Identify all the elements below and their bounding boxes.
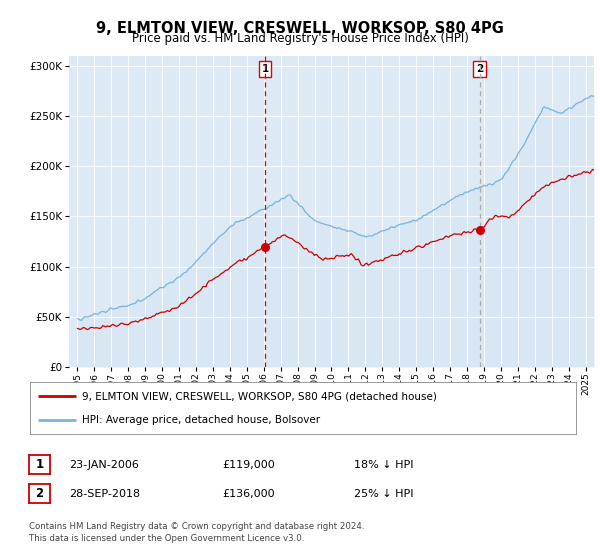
Text: HPI: Average price, detached house, Bolsover: HPI: Average price, detached house, Bols…: [82, 415, 320, 425]
Text: £136,000: £136,000: [222, 489, 275, 499]
Text: 25% ↓ HPI: 25% ↓ HPI: [354, 489, 413, 499]
Text: 2: 2: [35, 487, 44, 501]
Text: 18% ↓ HPI: 18% ↓ HPI: [354, 460, 413, 470]
Text: 2: 2: [476, 64, 484, 74]
Text: £119,000: £119,000: [222, 460, 275, 470]
Text: Price paid vs. HM Land Registry's House Price Index (HPI): Price paid vs. HM Land Registry's House …: [131, 32, 469, 45]
Text: 23-JAN-2006: 23-JAN-2006: [69, 460, 139, 470]
Text: 9, ELMTON VIEW, CRESWELL, WORKSOP, S80 4PG (detached house): 9, ELMTON VIEW, CRESWELL, WORKSOP, S80 4…: [82, 391, 437, 402]
Text: 28-SEP-2018: 28-SEP-2018: [69, 489, 140, 499]
Text: 9, ELMTON VIEW, CRESWELL, WORKSOP, S80 4PG: 9, ELMTON VIEW, CRESWELL, WORKSOP, S80 4…: [96, 21, 504, 36]
Text: Contains HM Land Registry data © Crown copyright and database right 2024.
This d: Contains HM Land Registry data © Crown c…: [29, 522, 364, 543]
Text: 1: 1: [262, 64, 269, 74]
Text: 1: 1: [35, 458, 44, 472]
